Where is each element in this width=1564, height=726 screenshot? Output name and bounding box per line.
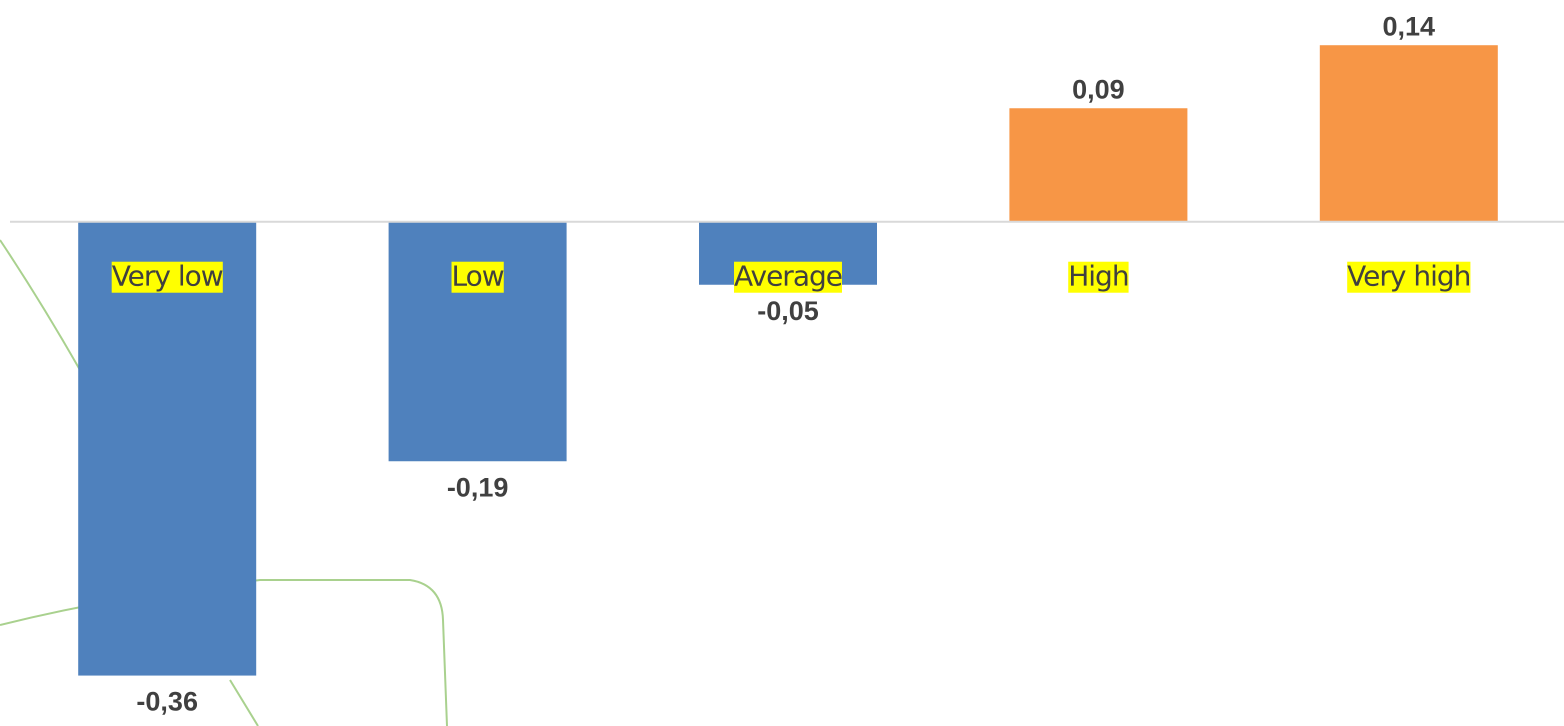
x-tick-label: Very high (1347, 260, 1470, 293)
bar (78, 221, 257, 676)
bar (1009, 108, 1188, 222)
x-tick-label: Low (452, 260, 504, 293)
x-tick-label: Very low (112, 260, 223, 293)
x-tick-label: Average (734, 260, 842, 293)
value-label: -0,36 (136, 687, 198, 717)
value-label: -0,19 (447, 472, 509, 502)
bar (1319, 45, 1498, 222)
label-highlight (451, 261, 504, 293)
label-highlight (1347, 261, 1471, 293)
value-label: -0,05 (757, 296, 819, 326)
bar (388, 221, 567, 462)
x-tick-label: High (1068, 260, 1128, 293)
decor-line (0, 239, 81, 371)
decor-line (229, 679, 259, 726)
label-highlight (734, 261, 842, 293)
value-label: 0,09 (1072, 74, 1125, 104)
value-label: 0,14 (1383, 11, 1436, 41)
label-highlight (1068, 261, 1129, 293)
label-highlight (111, 261, 223, 293)
